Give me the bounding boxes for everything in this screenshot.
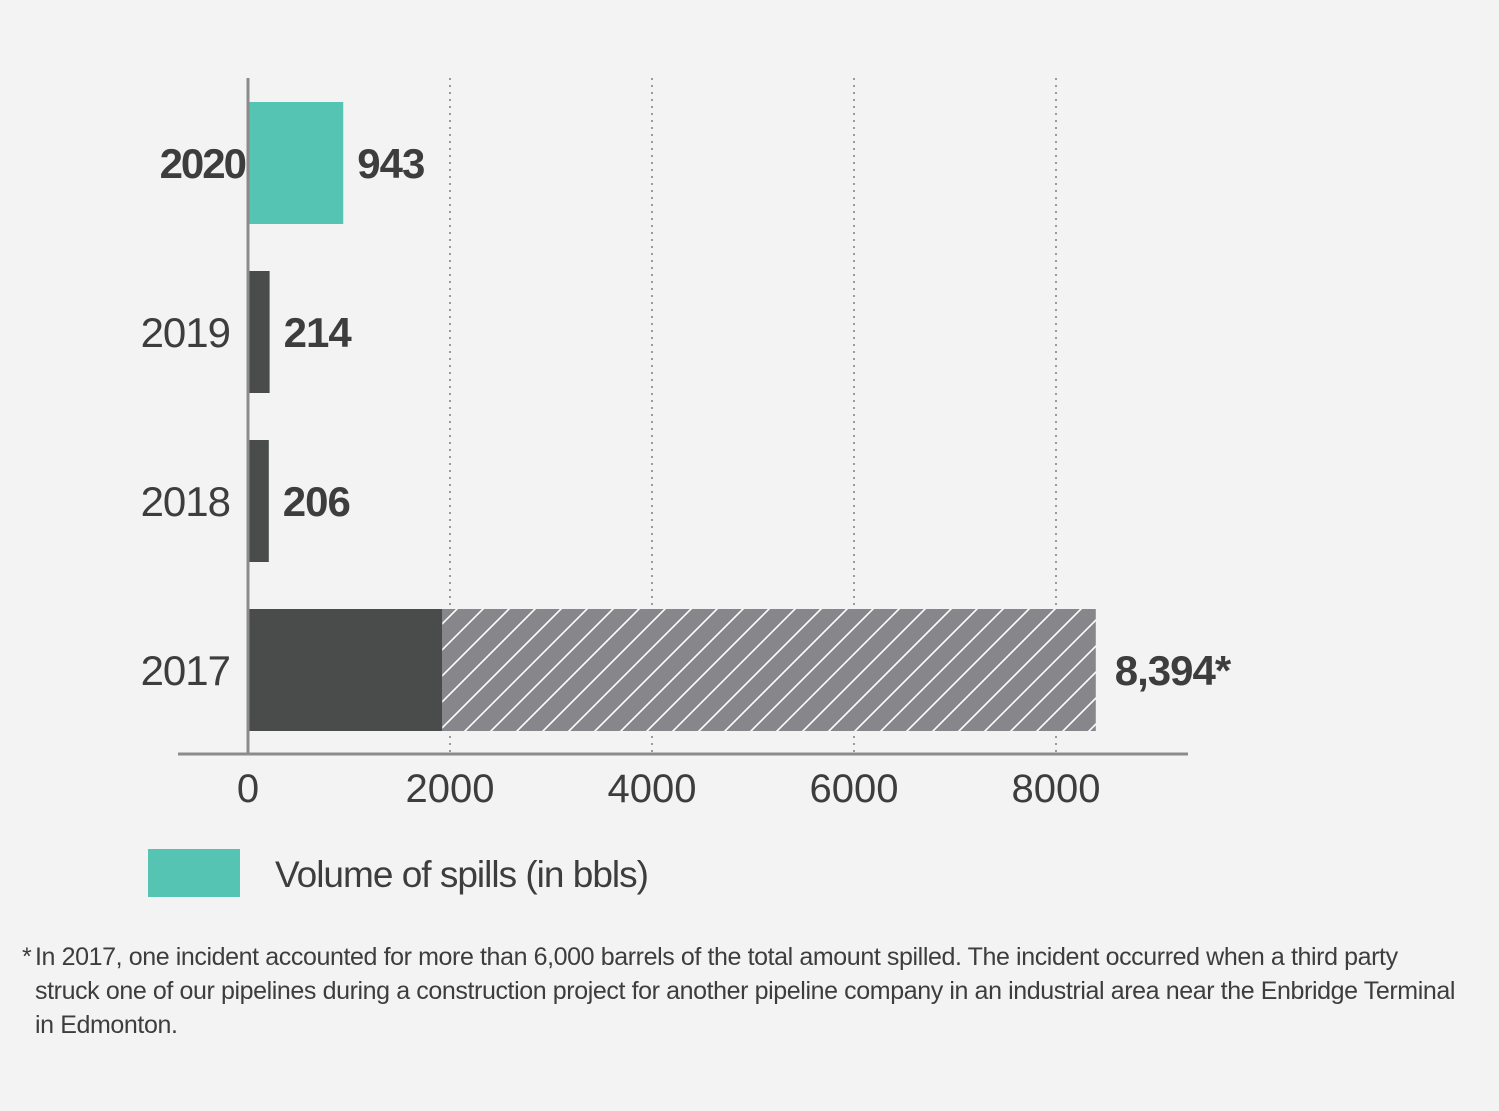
footnote: * In 2017, one incident accounted for mo… — [22, 940, 1462, 1042]
legend-label: Volume of spills (in bbls) — [275, 854, 648, 895]
legend: Volume of spills (in bbls) — [148, 849, 649, 897]
labels: 2020 943 2019 214 2018 206 2017 8,394* — [141, 140, 1233, 694]
value-label-2018: 206 — [283, 478, 350, 525]
x-tick-label-4000: 4000 — [608, 767, 697, 811]
category-label-2020: 2020 — [160, 140, 246, 187]
legend-swatch — [148, 849, 240, 897]
x-tick-label-2000: 2000 — [406, 767, 495, 811]
bars — [248, 102, 1096, 731]
value-label-2019: 214 — [284, 309, 353, 356]
bar-2019 — [248, 271, 270, 393]
value-label-2017: 8,394* — [1115, 647, 1232, 694]
x-tick-label-8000: 8000 — [1012, 767, 1101, 811]
x-tick-label-0: 0 — [237, 767, 259, 811]
footnote-star: * — [22, 943, 32, 971]
category-label-2019: 2019 — [141, 309, 230, 356]
x-tick-label-6000: 6000 — [810, 767, 899, 811]
value-label-2020: 943 — [357, 140, 424, 187]
category-label-2018: 2018 — [141, 478, 230, 525]
bar-2018 — [248, 440, 269, 562]
footnote-text: In 2017, one incident accounted for more… — [35, 943, 1456, 1039]
bar-2017-hatched — [442, 609, 1096, 731]
category-label-2017: 2017 — [141, 647, 230, 694]
bar-2020 — [248, 102, 344, 224]
grid-lines — [449, 78, 1057, 754]
axes: 0 2000 4000 6000 8000 — [178, 78, 1188, 811]
bar-2017-solid — [248, 609, 443, 731]
